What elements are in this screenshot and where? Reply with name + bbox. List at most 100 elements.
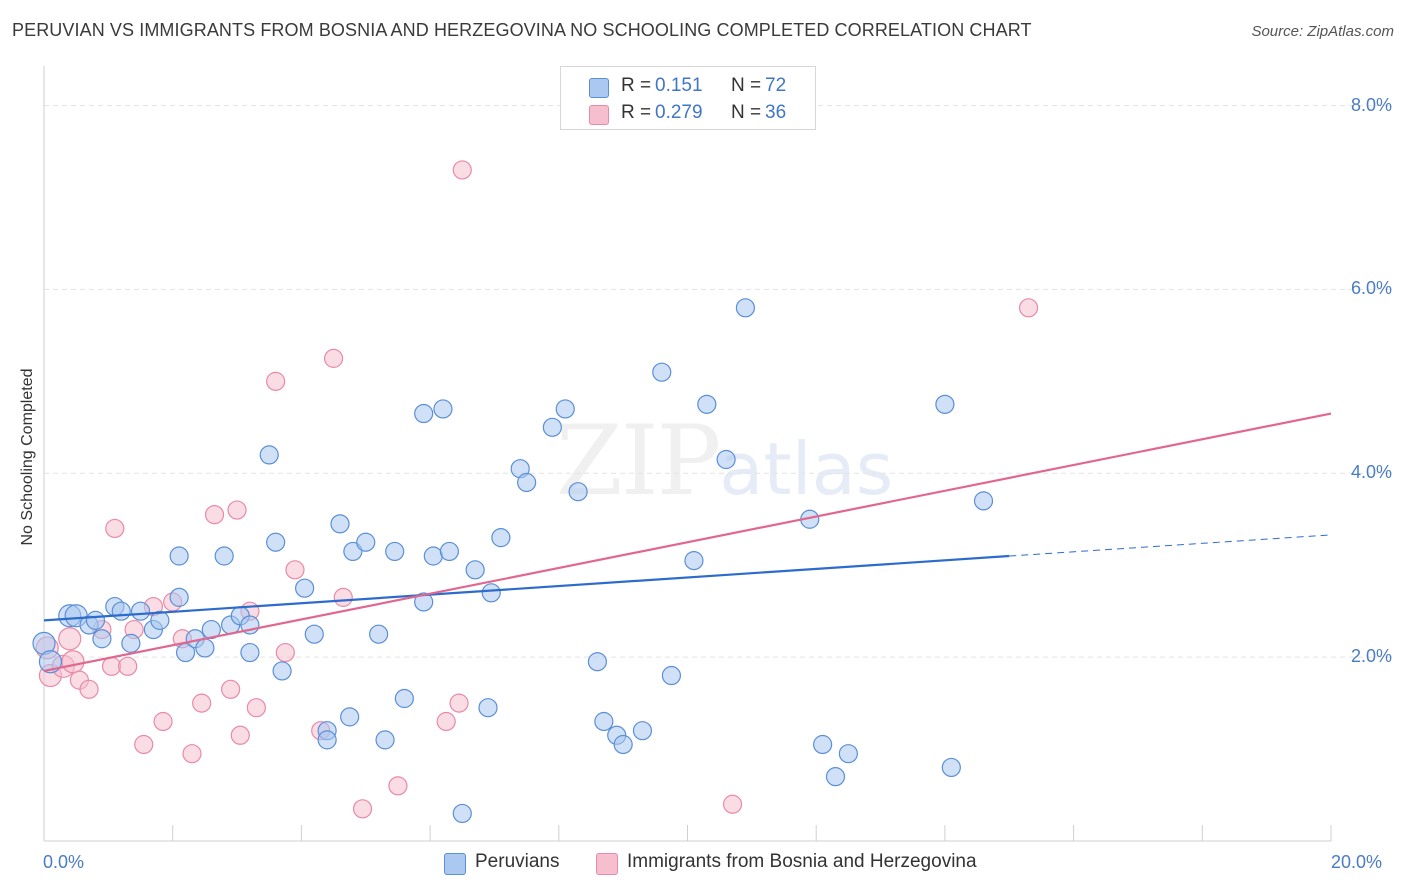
peruvian-trend-line bbox=[43, 554, 1010, 622]
peruvian-point bbox=[542, 417, 562, 437]
x-tick-label-max: 20.0% bbox=[1331, 852, 1383, 872]
peruvian-point bbox=[684, 551, 704, 571]
peruvian-point bbox=[214, 546, 234, 566]
peruvian-point bbox=[452, 803, 472, 824]
axes bbox=[43, 66, 1332, 842]
y-axis-title: No Schooling Completed bbox=[19, 368, 36, 546]
legend-r-label: R = bbox=[621, 75, 652, 96]
bosnia-point bbox=[449, 693, 469, 713]
bosnia-point bbox=[323, 348, 344, 368]
bosnia-point bbox=[192, 693, 212, 713]
watermark-atlas: atlas bbox=[719, 427, 894, 511]
peruvian-point bbox=[38, 650, 63, 674]
legend-swatch-pink bbox=[596, 853, 618, 875]
bosnia-point bbox=[182, 744, 202, 764]
peruvian-point bbox=[652, 362, 672, 382]
bosnia-point bbox=[275, 642, 295, 663]
source-credit: Source: ZipAtlas.com bbox=[1251, 23, 1394, 40]
peruvian-point bbox=[266, 532, 286, 552]
trend-lines bbox=[43, 412, 1332, 673]
peruvian-point bbox=[838, 744, 858, 764]
peruvian-point bbox=[594, 711, 614, 732]
bosnia-point bbox=[388, 776, 408, 796]
bosnia-point bbox=[58, 627, 82, 651]
legend-swatch-blue bbox=[444, 853, 466, 875]
bosnia-point bbox=[227, 500, 247, 520]
bosnia-point bbox=[221, 679, 241, 699]
peruvian-point bbox=[555, 399, 575, 419]
bosnia-point bbox=[722, 794, 743, 814]
peruvian-point bbox=[394, 688, 414, 709]
bosnia-point bbox=[105, 518, 125, 539]
bosnia-point bbox=[61, 650, 85, 674]
peruvian-point bbox=[330, 514, 350, 534]
bosnia-point bbox=[436, 711, 456, 732]
legend-swatch-pink bbox=[589, 105, 609, 125]
legend-r-value: 0.151 bbox=[655, 75, 703, 96]
y-tick-label: 4.0% bbox=[1350, 462, 1392, 483]
legend-n-value: 36 bbox=[765, 102, 787, 123]
peruvian-point bbox=[385, 541, 405, 562]
peruvian-point bbox=[973, 491, 994, 511]
bosnia-point bbox=[1018, 298, 1039, 318]
peruvian-point bbox=[465, 560, 485, 580]
peruvian-point bbox=[240, 642, 260, 663]
peruvian-point bbox=[478, 698, 498, 718]
bosnia-point bbox=[230, 725, 250, 745]
legend-n-label: N = bbox=[731, 102, 762, 123]
peruvian-point bbox=[414, 592, 434, 612]
peruvian-point bbox=[121, 633, 141, 653]
bosnia-point bbox=[101, 656, 122, 676]
peruvian-points bbox=[32, 298, 994, 824]
y-tick-label: 2.0% bbox=[1350, 646, 1392, 667]
peruvian-point bbox=[491, 528, 511, 548]
peruvian-point bbox=[481, 583, 501, 603]
peruvian-trend-extension bbox=[1009, 534, 1332, 557]
peruvian-point bbox=[813, 734, 833, 755]
peruvian-point bbox=[517, 472, 537, 493]
bosnia-point bbox=[452, 160, 472, 180]
peruvian-point bbox=[935, 394, 955, 414]
y-tick-label: 8.0% bbox=[1350, 94, 1392, 115]
legend-n-label: N = bbox=[731, 75, 762, 96]
peruvian-point bbox=[272, 661, 292, 681]
peruvian-point bbox=[317, 730, 337, 750]
legend-swatch-blue bbox=[589, 78, 609, 98]
bosnia-point bbox=[266, 371, 286, 391]
legend-r-label: R = bbox=[621, 102, 652, 123]
legend-label-peruvians: Peruvians bbox=[475, 851, 560, 872]
bosnia-points bbox=[35, 160, 1039, 819]
peruvian-point bbox=[340, 707, 360, 727]
peruvian-point bbox=[414, 403, 434, 424]
bosnia-point bbox=[118, 656, 138, 676]
peruvian-point bbox=[697, 394, 717, 414]
peruvian-point bbox=[825, 767, 846, 787]
bosnia-point bbox=[204, 505, 225, 525]
chart-title: PERUVIAN VS IMMIGRANTS FROM BOSNIA AND H… bbox=[12, 20, 1032, 40]
legend-label-bosnia: Immigrants from Bosnia and Herzegovina bbox=[627, 851, 977, 872]
peruvian-point bbox=[169, 587, 189, 607]
bosnia-point bbox=[79, 679, 99, 699]
bosnia-point bbox=[134, 734, 154, 755]
peruvian-point bbox=[111, 601, 131, 621]
peruvian-point bbox=[433, 399, 453, 419]
peruvian-point bbox=[356, 532, 376, 552]
peruvian-point bbox=[92, 629, 112, 649]
peruvian-point bbox=[587, 652, 608, 672]
peruvian-point bbox=[568, 482, 588, 502]
bosnia-point bbox=[333, 587, 353, 607]
peruvian-point bbox=[439, 541, 460, 562]
peruvian-point bbox=[150, 610, 170, 630]
peruvian-point bbox=[613, 734, 633, 755]
peruvian-point bbox=[735, 298, 756, 318]
peruvian-point bbox=[632, 721, 653, 741]
bosnia-point bbox=[153, 711, 173, 732]
x-tick-label-min: 0.0% bbox=[43, 852, 85, 872]
peruvian-point bbox=[661, 665, 682, 686]
peruvian-point bbox=[304, 624, 324, 644]
peruvian-point bbox=[130, 601, 151, 621]
peruvian-point bbox=[375, 730, 395, 750]
peruvian-point bbox=[941, 757, 961, 778]
peruvian-point bbox=[259, 445, 279, 465]
